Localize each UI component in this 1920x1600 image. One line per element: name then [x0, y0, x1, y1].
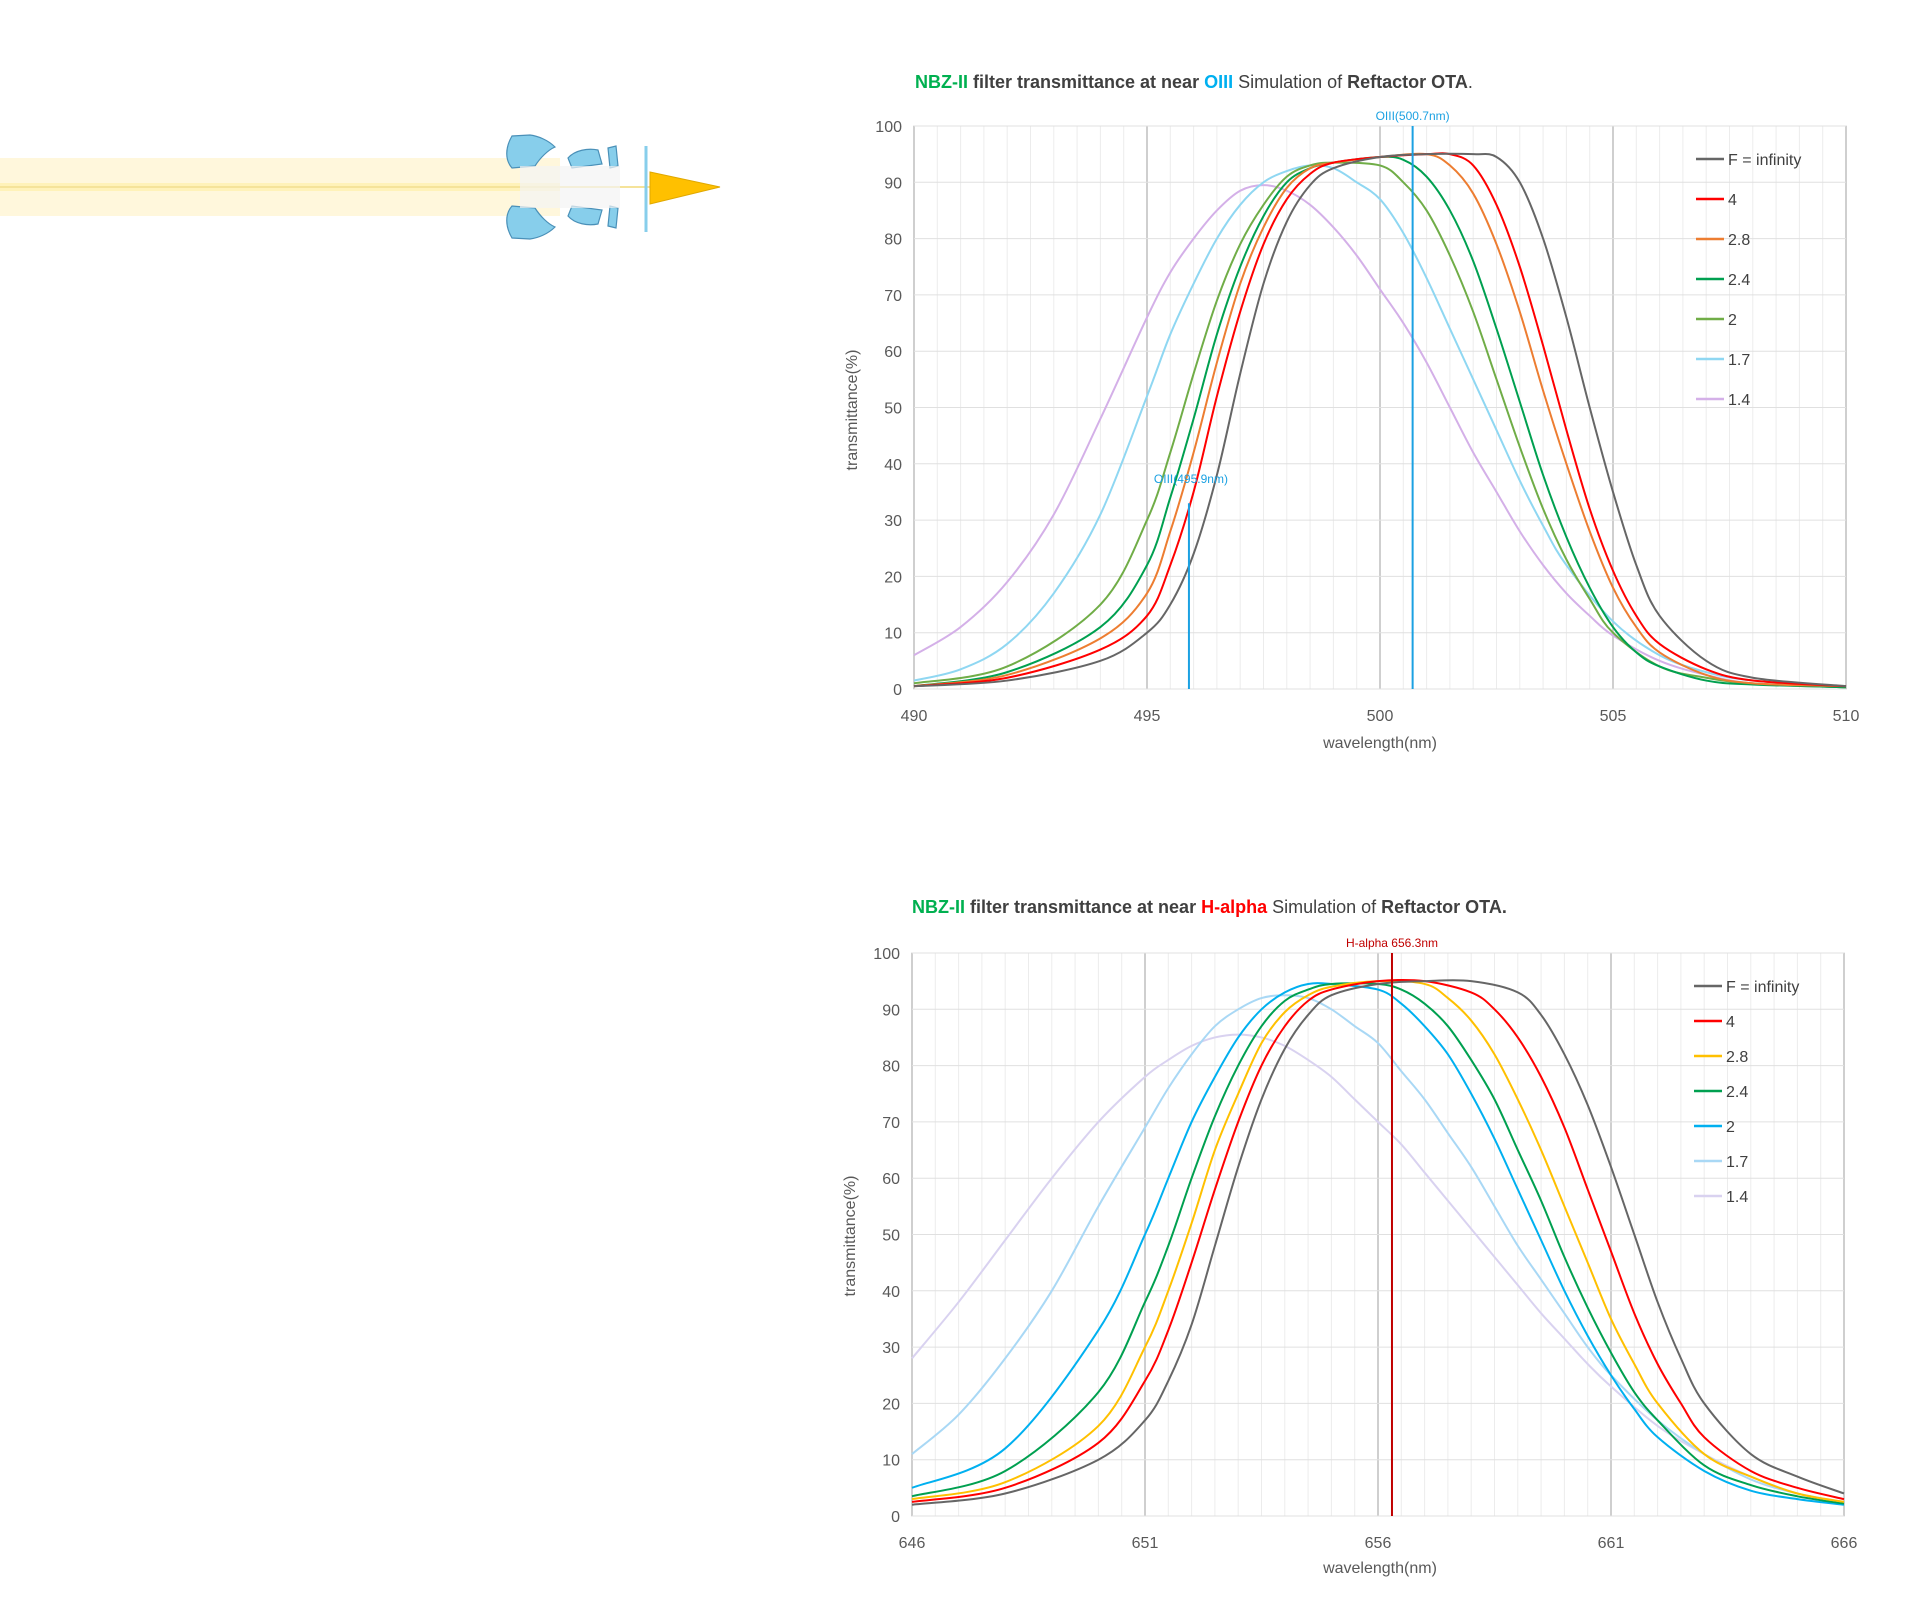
lens-core [520, 166, 620, 208]
y-tick-label: 100 [873, 946, 900, 963]
y-tick-label: 50 [884, 401, 902, 418]
y-axis-label: transmittance(%) [844, 350, 861, 471]
refractor-illustration [0, 134, 721, 240]
y-tick-label: 0 [891, 1509, 900, 1526]
x-tick-label: 495 [1134, 708, 1161, 725]
legend-label: F = infinity [1728, 152, 1801, 169]
title-filter: NBZ-II [912, 897, 965, 917]
legend-label: 2.8 [1728, 232, 1750, 249]
title-ota: Reftactor OTA [1347, 72, 1468, 92]
y-tick-label: 10 [884, 626, 902, 643]
y-tick-label: 60 [884, 344, 902, 361]
y-axis-label: transmittance(%) [842, 1176, 859, 1297]
legend-label: 2.4 [1726, 1084, 1748, 1101]
chart-title: NBZ-II filter transmittance at near OIII… [915, 72, 1473, 92]
x-tick-label: 666 [1831, 1535, 1858, 1552]
grid-lines [911, 952, 1845, 1517]
x-tick-label: 505 [1600, 708, 1627, 725]
legend-label: 4 [1728, 192, 1737, 209]
title-middle: filter transmittance at near [965, 897, 1201, 917]
chart-title: NBZ-II filter transmittance at near H-al… [912, 897, 1507, 917]
marker-label: OIII(500.7nm) [1376, 109, 1450, 123]
y-tick-label: 50 [882, 1228, 900, 1245]
legend-label: 2 [1726, 1119, 1735, 1136]
series-line-2 [911, 982, 1845, 1506]
legend-label: 1.7 [1726, 1154, 1748, 1171]
x-tick-label: 510 [1833, 708, 1860, 725]
series-line-1-4 [911, 1033, 1845, 1506]
axis-ticks: 646 651 656 661 666 0 10 20 30 40 50 60 70 80 90 100 [873, 946, 1857, 1552]
x-tick-label: 500 [1367, 708, 1394, 725]
y-tick-label: 70 [882, 1115, 900, 1132]
y-tick-label: 20 [884, 569, 902, 586]
x-tick-label: 646 [899, 1535, 926, 1552]
marker-label: H-alpha 656.3nm [1346, 936, 1438, 950]
y-tick-label: 90 [884, 175, 902, 192]
x-tick-label: 656 [1365, 1535, 1392, 1552]
y-tick-label: 80 [884, 232, 902, 249]
legend-label: 2 [1728, 312, 1737, 329]
x-axis-label: wavelength(nm) [1322, 1560, 1437, 1577]
y-tick-label: 80 [882, 1059, 900, 1076]
y-tick-label: 60 [882, 1171, 900, 1188]
x-tick-label: 490 [901, 708, 928, 725]
field-lens-lower [607, 205, 619, 229]
grid-lines [913, 125, 1847, 690]
title-end: . [1468, 72, 1473, 92]
series-line-2-4 [913, 155, 1847, 689]
series-line-4 [911, 978, 1845, 1503]
chart-oiii: NBZ-II filter transmittance at near OIII… [844, 72, 1859, 752]
legend: F = infinity 4 2.8 2.4 2 1.7 1.4 [1694, 979, 1799, 1206]
legend-label: 1.7 [1728, 352, 1750, 369]
chart-halpha: NBZ-II filter transmittance at near H-al… [842, 897, 1857, 1577]
series-lines [911, 978, 1845, 1506]
y-tick-label: 100 [875, 119, 902, 136]
title-line: OIII [1204, 72, 1233, 92]
legend-label: 1.4 [1728, 392, 1750, 409]
focus-cone [649, 171, 721, 205]
title-sim-prefix: Simulation of [1233, 72, 1347, 92]
legend-label: 2.8 [1726, 1049, 1748, 1066]
front-lens-lower [506, 205, 557, 240]
series-line-f-infinity [913, 152, 1847, 688]
marker-lines: OIII(500.7nm) OIII(495.9nm) [1154, 109, 1450, 689]
title-sim-prefix: Simulation of [1267, 897, 1381, 917]
y-tick-label: 10 [882, 1453, 900, 1470]
title-middle: filter transmittance at near [968, 72, 1204, 92]
series-line-2-8 [911, 979, 1845, 1503]
rear-lens-lower [567, 205, 603, 226]
front-lens-upper [506, 134, 557, 169]
title-ota: Reftactor OTA. [1381, 897, 1507, 917]
y-tick-label: 40 [884, 457, 902, 474]
y-tick-label: 20 [882, 1396, 900, 1413]
rear-lens-upper [567, 148, 603, 169]
title-filter: NBZ-II [915, 72, 968, 92]
x-axis-label: wavelength(nm) [1322, 735, 1437, 752]
series-line-2 [913, 161, 1847, 689]
y-tick-label: 30 [884, 513, 902, 530]
y-tick-label: 70 [884, 288, 902, 305]
axis-ticks: 490 495 500 505 510 0 10 20 30 40 50 60 70 80 90 100 [875, 119, 1859, 725]
y-tick-label: 30 [882, 1340, 900, 1357]
series-lines [913, 152, 1847, 689]
x-tick-label: 651 [1132, 1535, 1159, 1552]
marker-lines: H-alpha 656.3nm [1346, 936, 1438, 1516]
y-tick-label: 0 [893, 682, 902, 699]
series-line-2-4 [911, 982, 1845, 1505]
title-line: H-alpha [1201, 897, 1268, 917]
legend-label: 2.4 [1728, 272, 1750, 289]
legend: F = infinity 4 2.8 2.4 2 1.7 1.4 [1696, 152, 1801, 409]
legend-label: 4 [1726, 1014, 1735, 1031]
lens-group [506, 134, 619, 240]
series-line-1-4 [913, 184, 1847, 689]
y-tick-label: 40 [882, 1284, 900, 1301]
marker-label: OIII(495.9nm) [1154, 472, 1228, 486]
x-tick-label: 661 [1598, 1535, 1625, 1552]
field-lens-upper [607, 145, 619, 169]
legend-label: F = infinity [1726, 979, 1799, 996]
legend-label: 1.4 [1726, 1189, 1748, 1206]
y-tick-label: 90 [882, 1002, 900, 1019]
series-line-f-infinity [911, 979, 1845, 1506]
